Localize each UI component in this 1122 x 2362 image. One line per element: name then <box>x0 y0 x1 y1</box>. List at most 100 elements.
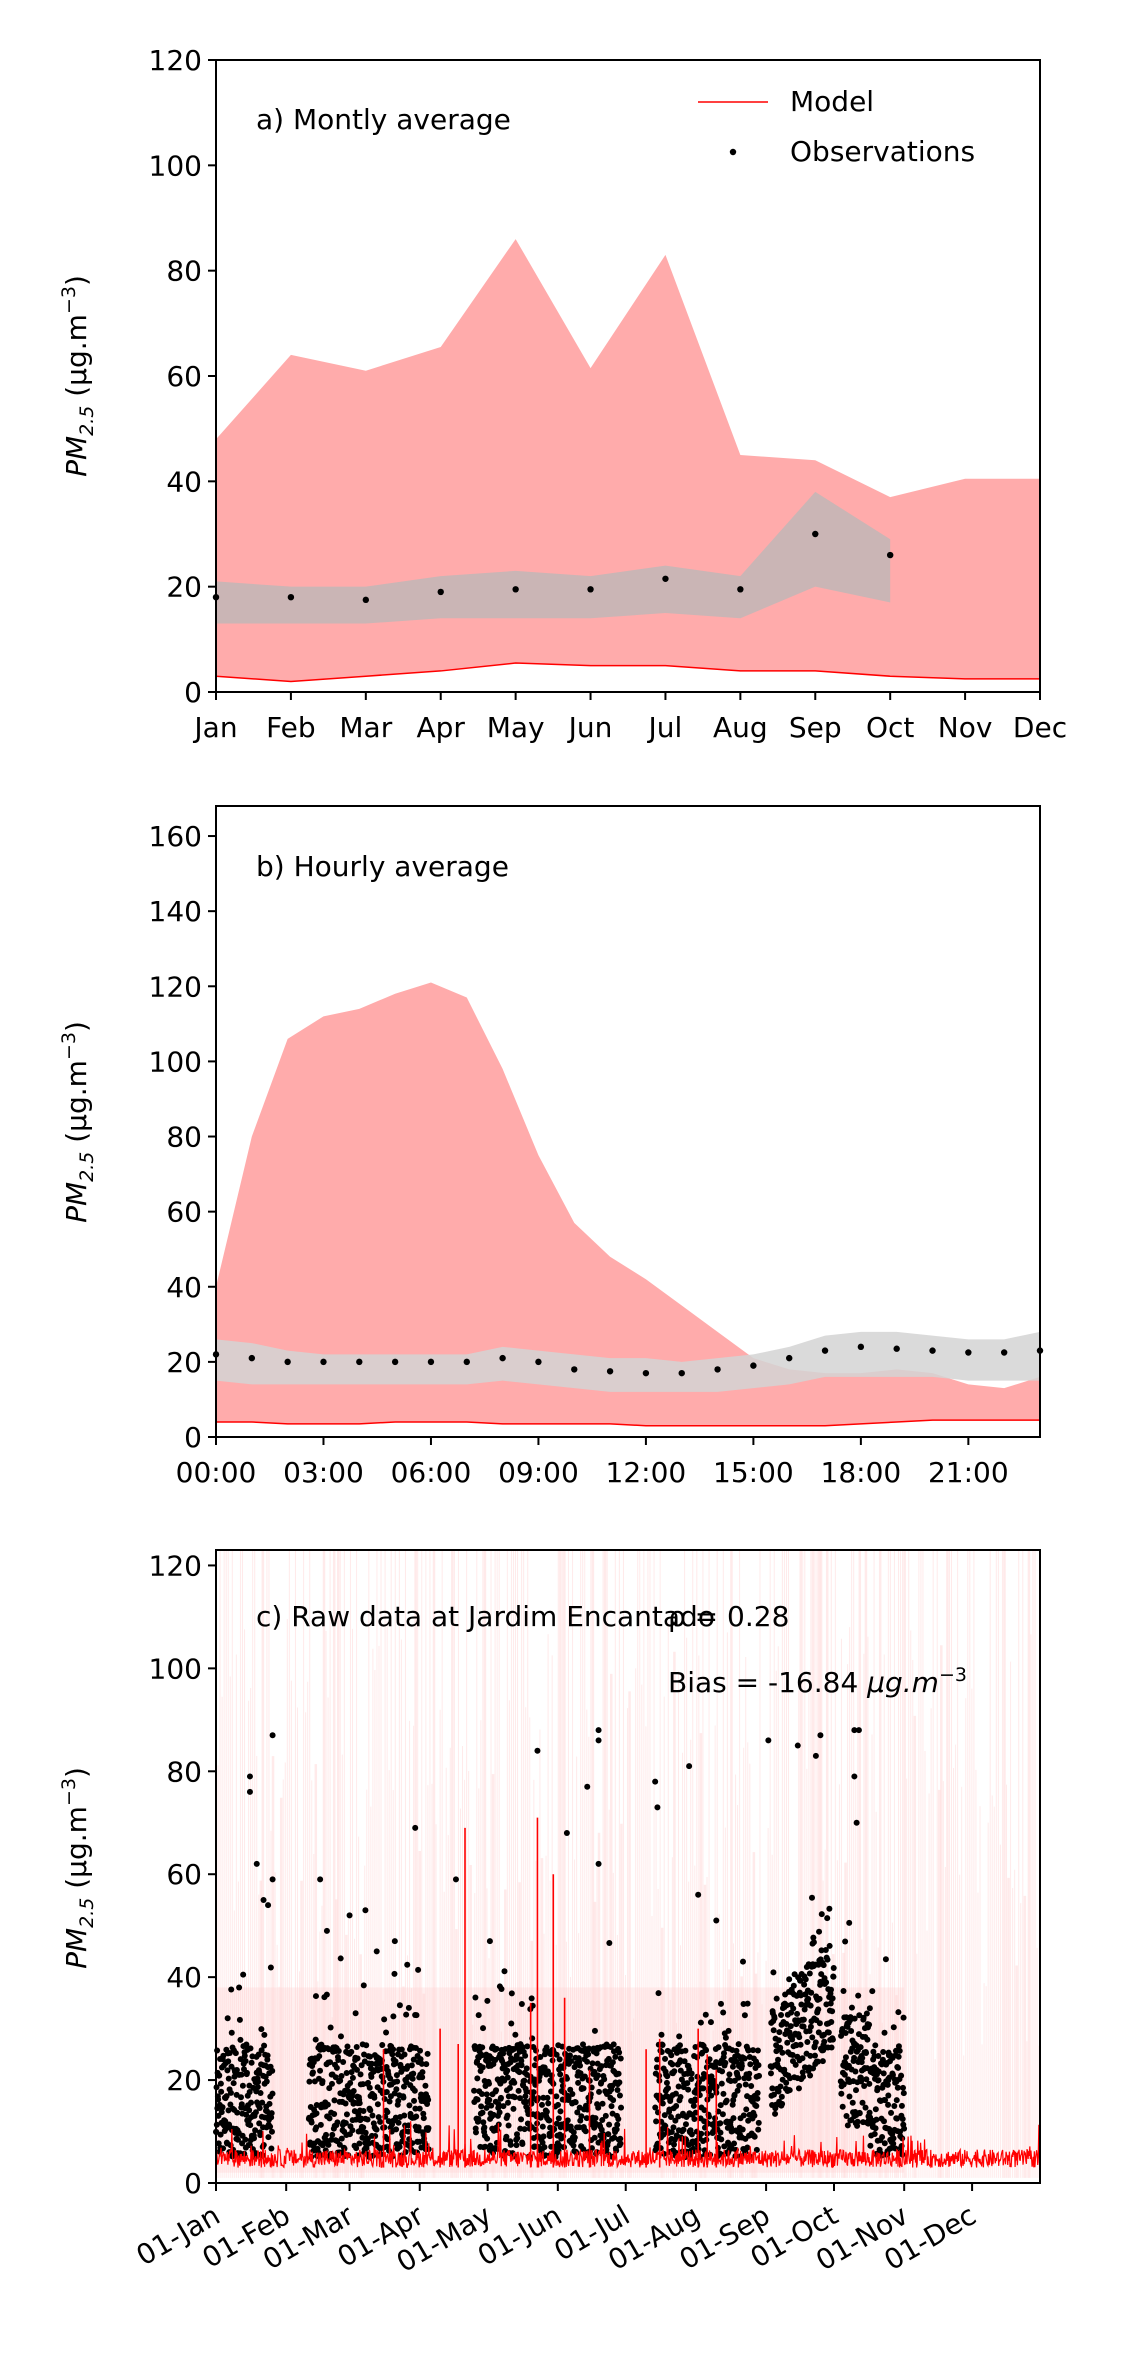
ylabel-part-4: ) <box>60 1767 93 1778</box>
obs-outlier-point <box>534 1747 541 1754</box>
obs-point <box>672 2117 679 2124</box>
obs-point <box>268 2110 275 2117</box>
obs-point <box>617 2140 624 2147</box>
obs-point <box>218 2088 225 2095</box>
obs-point <box>570 2129 577 2136</box>
obs-point <box>894 2115 901 2122</box>
obs-point <box>808 1989 815 1996</box>
obs-point <box>864 2036 871 2043</box>
obs-point <box>668 2052 675 2059</box>
obs-point <box>423 2061 430 2068</box>
obs-point <box>539 2123 546 2130</box>
obs-point <box>875 2068 882 2075</box>
obs-point <box>747 2061 754 2068</box>
obs-point <box>463 1358 470 1366</box>
obs-point <box>499 1354 506 1362</box>
obs-point <box>684 2080 691 2087</box>
obs-point <box>403 2011 410 2018</box>
obs-point <box>343 2111 350 2118</box>
obs-point <box>735 2041 742 2048</box>
obs-point <box>500 2050 507 2057</box>
obs-point <box>828 2019 835 2026</box>
obs-point <box>323 1991 330 1998</box>
obs-point <box>662 2123 669 2130</box>
panel-a-ytick-label: 20 <box>166 571 202 604</box>
obs-point <box>342 2119 349 2126</box>
obs-point <box>528 1995 535 2002</box>
obs-point <box>871 2131 878 2138</box>
obs-point <box>512 2031 519 2038</box>
obs-point <box>866 2005 873 2012</box>
obs-point <box>691 2115 698 2122</box>
obs-point <box>731 2091 738 2098</box>
obs-point <box>511 2079 518 2086</box>
obs-outlier-point <box>346 1912 353 1919</box>
obs-point <box>392 2058 399 2065</box>
obs-point <box>599 2100 606 2107</box>
obs-point <box>658 2031 665 2038</box>
obs-point <box>418 2060 425 2067</box>
obs-point <box>896 2047 903 2054</box>
obs-point <box>613 2126 620 2133</box>
obs-point <box>824 1956 831 1963</box>
obs-point <box>614 2121 621 2128</box>
obs-point <box>393 2126 400 2133</box>
obs-point <box>479 2064 486 2071</box>
obs-point <box>829 2036 836 2043</box>
obs-point <box>544 2094 551 2101</box>
obs-point <box>337 2033 344 2040</box>
obs-point <box>252 2109 259 2116</box>
obs-point <box>497 2094 504 2101</box>
obs-point <box>396 2143 403 2150</box>
obs-point <box>400 2083 407 2090</box>
obs-point <box>362 596 370 604</box>
obs-point <box>335 2057 342 2063</box>
panel-c-ytick-label: 80 <box>166 1755 202 1788</box>
obs-outlier-point <box>584 1783 591 1790</box>
obs-point <box>482 2143 489 2150</box>
obs-point <box>324 2101 331 2108</box>
obs-outlier-point <box>885 2077 892 2084</box>
obs-outlier-point <box>317 1876 324 1883</box>
obs-point <box>337 1955 344 1962</box>
obs-point <box>252 2127 259 2134</box>
obs-point <box>812 530 819 538</box>
obs-point <box>591 2134 598 2141</box>
panel-b-ytick-label: 80 <box>166 1121 202 1154</box>
obs-point <box>841 2071 848 2078</box>
obs-point <box>247 2122 254 2129</box>
obs-point <box>312 2036 319 2043</box>
panel-a-xtick-label: Apr <box>417 711 466 744</box>
obs-point <box>694 2054 701 2061</box>
obs-point <box>484 2135 491 2142</box>
obs-point <box>787 2023 794 2030</box>
obs-point <box>256 2104 263 2111</box>
obs-point <box>741 2055 748 2062</box>
obs-point <box>840 2081 847 2088</box>
obs-point <box>242 2136 249 2143</box>
obs-point <box>585 2051 592 2058</box>
obs-point <box>617 2135 624 2142</box>
obs-point <box>895 2053 902 2060</box>
obs-point <box>363 2042 370 2049</box>
panel-c-ytick-label: 20 <box>166 2064 202 2097</box>
obs-point <box>243 2069 250 2076</box>
ylabel-part-4: ) <box>60 275 93 286</box>
obs-point <box>541 2144 548 2151</box>
obs-point <box>703 2136 710 2143</box>
obs-point <box>216 2072 223 2079</box>
obs-point <box>256 2120 263 2127</box>
obs-point <box>754 2090 761 2097</box>
obs-point <box>364 2116 371 2123</box>
obs-point <box>408 2062 415 2069</box>
obs-point <box>821 1347 829 1354</box>
obs-point <box>223 2093 230 2100</box>
obs-point <box>247 2045 254 2052</box>
obs-point <box>750 2047 757 2054</box>
obs-point <box>846 2093 853 2100</box>
obs-point <box>391 1358 399 1366</box>
obs-point <box>350 2088 357 2095</box>
obs-point <box>866 2109 873 2116</box>
obs-outlier-point <box>412 1824 419 1831</box>
obs-outlier-point <box>373 1948 380 1955</box>
